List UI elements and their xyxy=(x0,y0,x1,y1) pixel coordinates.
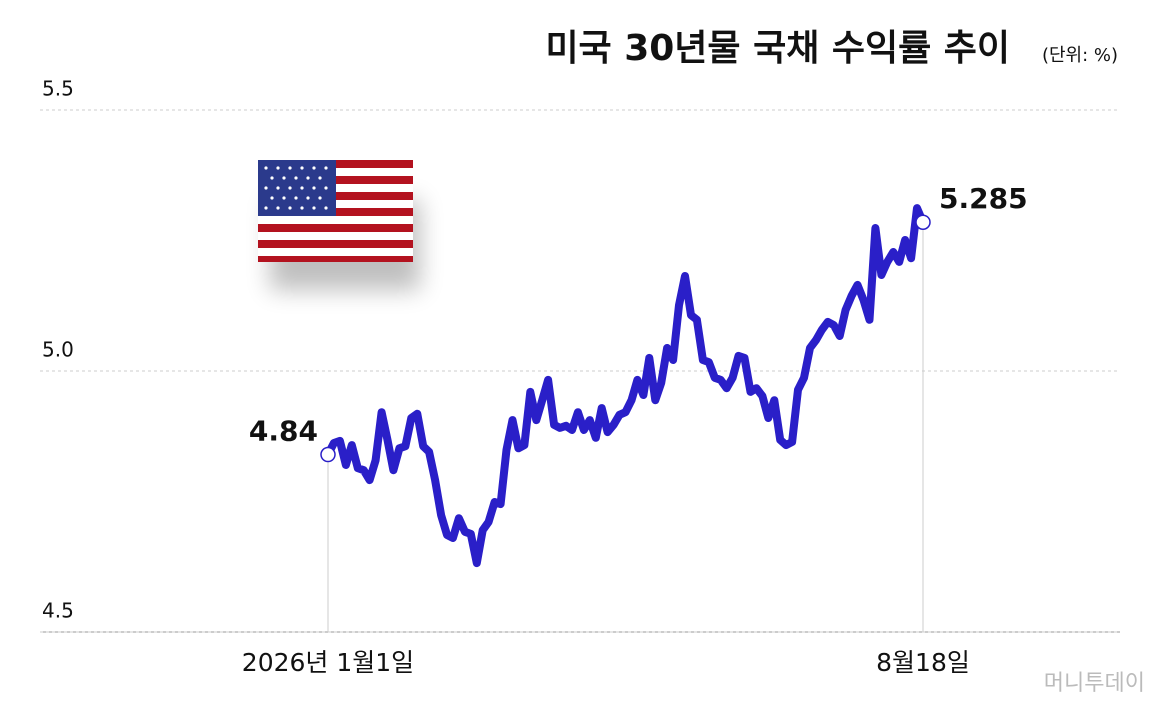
end-marker xyxy=(320,446,336,463)
y-tick-label: 5.5 xyxy=(42,77,74,101)
data-label: 5.285 xyxy=(939,182,1028,215)
source: 머니투데이 xyxy=(1044,671,1145,696)
chart-subtitle: (단위: %) xyxy=(1042,45,1118,66)
chart-title: 미국 30년물 국채 수익률 추이 xyxy=(545,28,1010,69)
x-tick-label: 2026년 1월1일 xyxy=(242,648,414,677)
end-marker xyxy=(915,214,931,230)
x-tick-label: 8월18일 xyxy=(876,648,970,677)
data-label: 4.84 xyxy=(249,415,318,448)
data-line xyxy=(324,204,927,568)
y-tick-label: 5.0 xyxy=(42,338,74,362)
us-flag xyxy=(258,160,420,290)
y-tick-label: 4.5 xyxy=(42,599,74,623)
